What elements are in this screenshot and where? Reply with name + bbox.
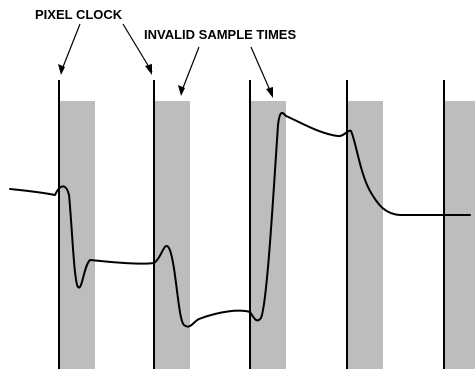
invalid-sample-times-label: INVALID SAMPLE TIMES [144, 27, 296, 42]
arrowhead-4 [266, 87, 273, 98]
arrowhead-2 [145, 64, 152, 75]
invalid-band-1 [59, 101, 95, 369]
pixel-clock-pointer-2 [122, 23, 153, 73]
arrowhead-1 [58, 64, 65, 75]
invalid-band-4 [347, 101, 383, 369]
leader-lines [60, 23, 273, 96]
signal-waveform [9, 112, 471, 328]
invalid-sample-pointer-1 [180, 46, 200, 94]
invalid-band-2 [154, 101, 190, 369]
arrowheads [58, 64, 273, 98]
invalid-band-5 [444, 101, 475, 369]
pixel-clock-label: PIXEL CLOCK [35, 7, 123, 22]
arrowhead-3 [178, 85, 185, 96]
invalid-band-3 [250, 101, 286, 369]
pixel-clock-pointer-1 [60, 23, 81, 73]
pixel-clock-lines [58, 80, 445, 369]
invalid-sample-bands [59, 101, 475, 369]
invalid-sample-pointer-2 [250, 46, 273, 96]
